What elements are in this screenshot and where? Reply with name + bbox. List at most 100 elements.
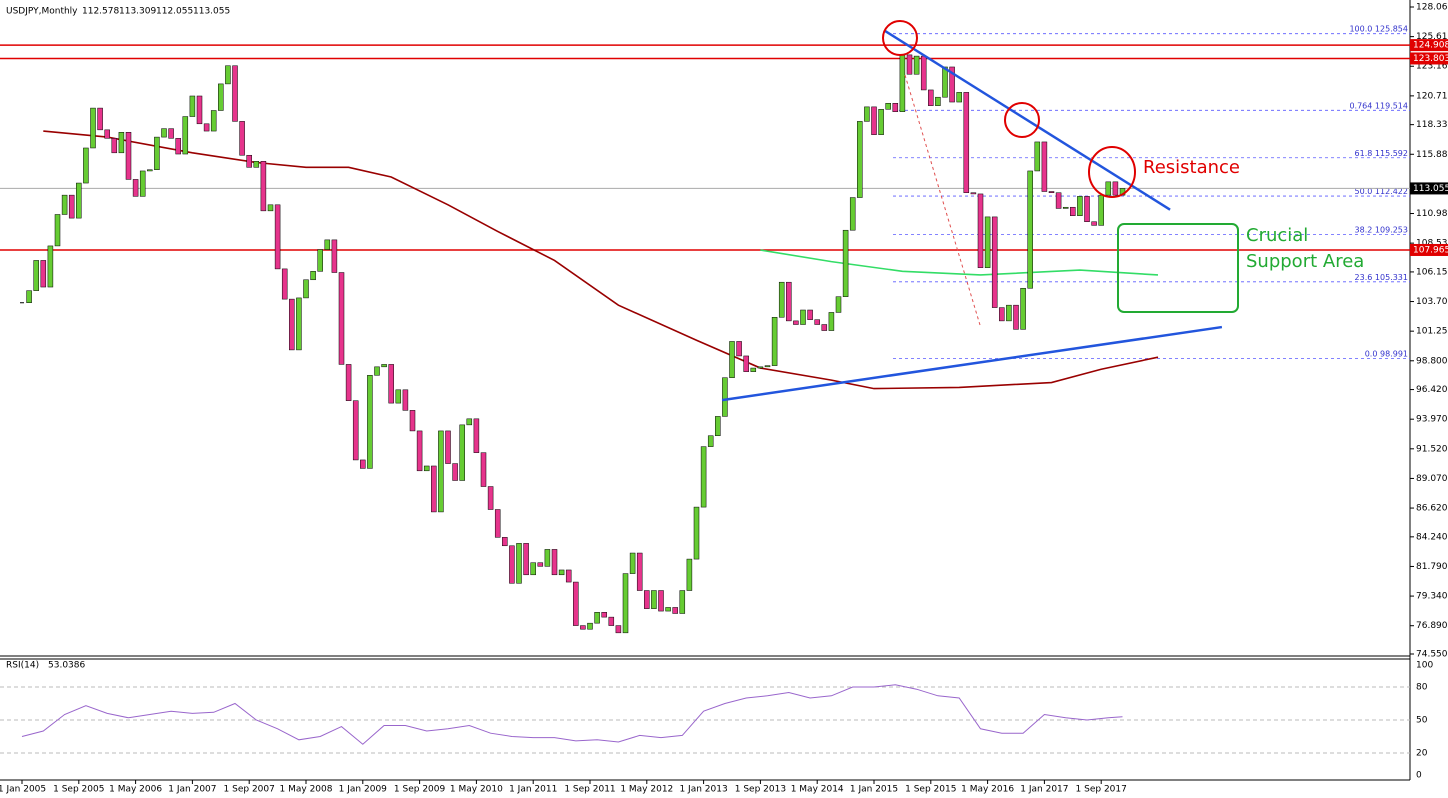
x-tick-label: 1 Jan 2017 bbox=[1020, 785, 1068, 795]
candle bbox=[516, 543, 522, 584]
candle bbox=[942, 66, 948, 98]
candle bbox=[892, 102, 899, 112]
candle bbox=[651, 590, 657, 609]
candle bbox=[949, 66, 955, 103]
candle bbox=[466, 418, 473, 426]
candle bbox=[203, 123, 210, 132]
candle bbox=[1105, 181, 1112, 196]
candle bbox=[324, 239, 331, 250]
fib-value: 125.854 bbox=[1375, 24, 1408, 33]
candle bbox=[480, 452, 487, 487]
candle bbox=[90, 107, 96, 149]
x-tick-label: 1 Jan 2007 bbox=[168, 785, 216, 795]
candle bbox=[963, 92, 970, 193]
candle bbox=[1006, 304, 1012, 322]
candle bbox=[707, 435, 714, 447]
x-tick-label: 1 May 2016 bbox=[961, 785, 1014, 795]
candle bbox=[1020, 287, 1026, 330]
candle bbox=[615, 625, 622, 634]
ohlc-value: 112.055 bbox=[156, 7, 193, 17]
candle bbox=[842, 229, 849, 297]
fib-label: 23.6 105.331 bbox=[1355, 272, 1408, 281]
annotation: Support Area bbox=[1246, 251, 1364, 272]
candle bbox=[743, 355, 749, 372]
symbol: USDJPY,Monthly bbox=[6, 7, 78, 17]
trendline bbox=[883, 29, 1171, 211]
y-tick-label: 101.250 bbox=[1416, 327, 1448, 337]
candle bbox=[281, 268, 288, 300]
y-tick-label: 98.800 bbox=[1416, 356, 1448, 366]
candle bbox=[438, 430, 444, 513]
candle bbox=[622, 573, 629, 634]
candle bbox=[296, 297, 302, 351]
x-tick-label: 1 Jan 2015 bbox=[850, 785, 898, 795]
candle bbox=[431, 465, 437, 513]
candle bbox=[416, 430, 423, 472]
candle bbox=[764, 365, 771, 368]
candle bbox=[161, 128, 167, 138]
candle bbox=[991, 216, 998, 308]
candle bbox=[61, 194, 68, 215]
candle bbox=[338, 272, 345, 365]
x-tick-label: 1 Jan 2009 bbox=[339, 785, 387, 795]
level-tag bbox=[1410, 39, 1448, 52]
fib-value: 98.991 bbox=[1380, 349, 1408, 358]
candle bbox=[786, 281, 792, 322]
highlight-circle bbox=[1088, 146, 1136, 198]
fib-label: 100.0 125.854 bbox=[1349, 24, 1408, 33]
candle bbox=[835, 296, 842, 313]
candle bbox=[239, 121, 245, 156]
candle bbox=[502, 537, 508, 547]
candle bbox=[54, 214, 61, 247]
fib-value: 109.253 bbox=[1375, 225, 1408, 234]
candle bbox=[935, 96, 941, 106]
candle bbox=[1112, 181, 1119, 196]
fib-label: 50.0 112.422 bbox=[1355, 187, 1408, 196]
y-tick-label: 84.240 bbox=[1416, 532, 1448, 542]
candle bbox=[352, 400, 359, 461]
candle bbox=[1062, 206, 1069, 209]
fib-ratio: 50.0 bbox=[1355, 187, 1373, 196]
x-tick-label: 1 Jan 2013 bbox=[679, 785, 727, 795]
rsi-tick-label: 0 bbox=[1416, 771, 1422, 781]
highlight-circle bbox=[882, 20, 918, 56]
candle bbox=[573, 581, 579, 626]
candle bbox=[360, 459, 366, 469]
candle bbox=[246, 154, 252, 168]
candle bbox=[913, 55, 920, 75]
ohlc-value: 113.309 bbox=[119, 7, 156, 17]
y-tick-label: 81.790 bbox=[1416, 562, 1448, 572]
candle bbox=[452, 463, 458, 481]
fib-value: 115.592 bbox=[1375, 148, 1408, 157]
fib-label: 38.2 109.253 bbox=[1355, 225, 1408, 234]
rsi-line bbox=[21, 684, 1123, 745]
candle bbox=[594, 612, 600, 624]
x-tick-label: 1 Jan 2011 bbox=[509, 785, 557, 795]
candle bbox=[1055, 192, 1062, 209]
candle bbox=[736, 341, 742, 357]
candle bbox=[849, 197, 856, 231]
y-tick-label: 118.330 bbox=[1416, 120, 1448, 130]
candle bbox=[750, 367, 757, 372]
annotation: Crucial bbox=[1246, 225, 1308, 246]
candle bbox=[977, 193, 984, 268]
fib-value: 119.514 bbox=[1375, 101, 1408, 110]
fib-label: 61.8 115.592 bbox=[1355, 148, 1408, 157]
candle bbox=[509, 545, 515, 584]
candle bbox=[920, 55, 927, 91]
candle bbox=[899, 54, 906, 112]
candle bbox=[1013, 304, 1019, 330]
x-tick-label: 1 May 2008 bbox=[280, 785, 333, 795]
x-tick-label: 1 May 2012 bbox=[620, 785, 673, 795]
candle bbox=[700, 446, 707, 508]
candle bbox=[871, 106, 877, 135]
candle bbox=[658, 590, 664, 612]
candle bbox=[317, 249, 323, 272]
candle bbox=[310, 271, 316, 281]
candle bbox=[40, 260, 47, 288]
candle bbox=[679, 590, 686, 614]
moving-average bbox=[760, 249, 1159, 276]
candle bbox=[111, 138, 118, 154]
y-tick-label: 110.980 bbox=[1416, 209, 1448, 219]
candle bbox=[530, 562, 536, 576]
